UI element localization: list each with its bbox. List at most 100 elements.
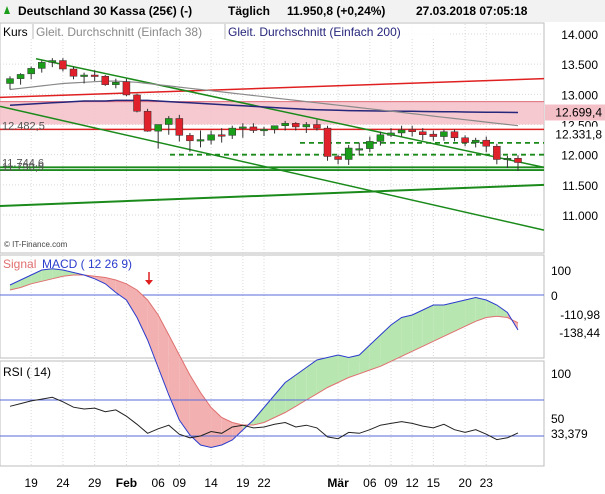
legend-ma200: Gleit. Durchschnitt (Einfach 200): [228, 25, 401, 39]
macd-last-value: -138,44: [559, 326, 600, 340]
legend-ma38: Gleit. Durchschnitt (Einfach 38): [36, 25, 202, 39]
macd-fill-segment: [369, 335, 381, 370]
macd-fill-segment: [327, 355, 339, 388]
macd-fill-segment: [137, 290, 148, 340]
candle-body: [419, 131, 427, 136]
rising-green-trendline: [0, 183, 545, 207]
candle-body: [154, 124, 162, 132]
macd-fill-segment: [465, 297, 476, 327]
macd-fill-segment: [253, 407, 264, 425]
x-tick-label: 06: [363, 476, 377, 490]
macd-fill-segment: [295, 367, 307, 407]
falling-green-trendline-upper: [35, 58, 545, 169]
candle-body: [376, 134, 385, 142]
candle-body: [313, 124, 321, 129]
macd-fill-segment: [158, 315, 169, 395]
legend-macd: MACD ( 12 26 9): [42, 257, 132, 271]
x-tick-label: 06: [151, 476, 165, 490]
macd-fill-segment: [41, 268, 53, 282]
macd-fill-segment: [433, 305, 444, 342]
candle-body: [38, 62, 46, 69]
macd-line: [9, 268, 519, 449]
legend-signal: Signal: [3, 257, 36, 271]
value-tag: 12.699,4: [555, 105, 602, 119]
candle-body: [249, 126, 258, 131]
macd-tick-label: 100: [551, 264, 571, 278]
macd-fill-segment: [168, 335, 180, 420]
x-tick-label: 29: [88, 476, 102, 490]
macd-fill-segment: [147, 300, 159, 368]
candle-body: [122, 81, 131, 96]
macd-fill-segment: [391, 317, 402, 362]
macd-y-axis: 100 0-110,98 -138,44: [545, 264, 605, 340]
macd-fill-segment: [189, 375, 201, 445]
value-tag-bg: [545, 104, 605, 121]
ma200-line: [9, 99, 519, 114]
x-tick-label: 23: [480, 476, 494, 490]
macd-fill-segment: [105, 277, 116, 293]
header-arrow-icon[interactable]: [4, 6, 10, 14]
candle-body: [196, 139, 205, 142]
macd-fill-segment: [211, 407, 222, 448]
candle-body: [175, 118, 184, 136]
macd-fill-segment: [94, 276, 106, 284]
candle-body: [355, 148, 363, 151]
candle-body: [133, 94, 141, 112]
macd-panel-frame: [0, 254, 545, 359]
macd-fill-segment: [306, 360, 317, 400]
x-tick-label: 22: [257, 476, 271, 490]
x-tick-label: 09: [173, 476, 187, 490]
candle-body: [366, 141, 374, 149]
macd-fill-segment: [62, 270, 74, 277]
candle-body: [302, 124, 311, 128]
x-tick-label: 15: [427, 476, 441, 490]
macd-fill-segment: [316, 357, 328, 394]
macd-tick-label: 0: [551, 289, 558, 303]
level-label: 12.482,5: [2, 121, 45, 133]
price-panel-frame: [0, 22, 545, 254]
x-tick-label: Feb: [116, 476, 137, 490]
watermark: © IT-Finance.com: [4, 240, 68, 249]
candle-body: [482, 139, 490, 147]
price-trendlines: [0, 58, 545, 231]
x-tick-label: Mär: [327, 476, 349, 490]
price-tick-label: 13.000: [561, 88, 598, 102]
x-tick-label: 19: [236, 476, 250, 490]
candle-body: [429, 133, 438, 137]
candle-body: [344, 147, 353, 160]
candle-body: [16, 74, 25, 79]
legend-rsi: RSI ( 14): [3, 365, 51, 379]
candle-body: [48, 60, 57, 63]
candle-body: [440, 131, 448, 137]
instrument-title: Deutschland 30 Kassa (25€) (-): [18, 4, 192, 18]
value-tag-bg: [545, 426, 605, 441]
x-tick-label: 20: [458, 476, 472, 490]
candle-body: [260, 129, 268, 132]
macd-fill-segment: [348, 355, 360, 378]
price-tick-label: 13.500: [561, 58, 598, 72]
price-tick-label: 11.500: [562, 179, 598, 193]
value-tag-bg: [545, 126, 605, 143]
price-tick-label: 12.000: [561, 149, 598, 163]
legend-kurs: Kurs: [3, 25, 28, 39]
candle-body: [6, 78, 14, 84]
down-arrow-icon: [145, 272, 153, 285]
macd-fill-segment: [200, 392, 212, 448]
candle-body: [143, 110, 152, 132]
rsi-line: [9, 396, 519, 441]
candle-body: [397, 129, 406, 134]
x-axis: 19 24 29 Feb 06 09 14 19 22 Mär 06 09 12 15 20 23: [24, 476, 493, 490]
value-tag-bg: [545, 325, 605, 340]
candle-body: [27, 68, 35, 75]
rising-red-trendline: [0, 77, 545, 99]
interval-label[interactable]: Täglich: [228, 4, 270, 18]
x-tick-label: 14: [204, 476, 218, 490]
rsi-tick-label: 100: [551, 367, 571, 381]
x-tick-label: 19: [24, 476, 38, 490]
macd-fill-segment: [496, 305, 508, 318]
falling-green-trendline-lower: [0, 105, 545, 231]
candle-body: [323, 127, 332, 157]
candle-body: [165, 118, 173, 125]
